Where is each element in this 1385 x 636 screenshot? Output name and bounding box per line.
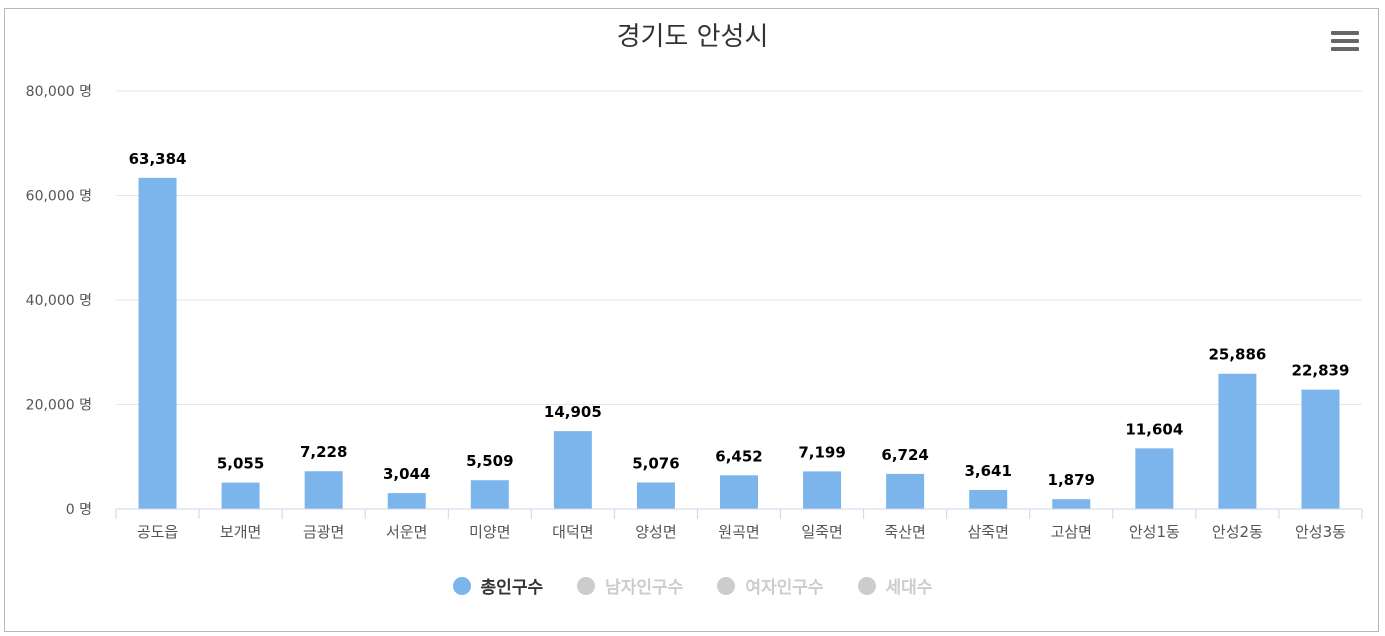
- y-tick-label: 60,000 명: [26, 189, 92, 205]
- bar: [1052, 499, 1091, 509]
- x-tick-label: 고삼면: [1051, 523, 1092, 541]
- bar: [221, 482, 260, 509]
- x-tick-label: 대덕면: [552, 523, 593, 541]
- x-tick-label: 서운면: [386, 523, 427, 541]
- x-tick-label: 미양면: [469, 523, 510, 541]
- data-label: 5,509: [466, 452, 513, 470]
- x-tick-label: 보개면: [220, 523, 261, 541]
- data-label: 63,384: [129, 150, 187, 168]
- legend-dot: [452, 576, 471, 595]
- bar: [636, 482, 675, 509]
- chart-container: [4, 8, 1379, 632]
- y-axis: 0 명 20,000 명 40,000 명 60,000 명 80,000 명: [26, 84, 92, 518]
- bar: [969, 489, 1008, 509]
- data-label: 6,452: [715, 447, 762, 465]
- legend-label: 남자인구수: [605, 578, 684, 598]
- x-tick-label: 안성1동: [1129, 523, 1180, 541]
- y-tick-label: 80,000 명: [26, 84, 92, 100]
- x-tick-label: 삼죽면: [967, 523, 1008, 541]
- legend-label: 여자인구수: [745, 578, 824, 598]
- data-labels: 63,384 5,055 7,228 3,044 5,509 14,905 5,076 6,4…: [129, 150, 1350, 489]
- bar: [304, 471, 343, 509]
- bar-chart: 0 명 20,000 명 40,000 명 60,000 명 80,000 명 63,3…: [26, 84, 1363, 541]
- data-label: 7,199: [798, 443, 845, 461]
- grid-lines: [116, 90, 1362, 405]
- data-label: 22,839: [1292, 362, 1350, 380]
- bar: [470, 480, 509, 509]
- bar: [803, 471, 842, 509]
- menu-bar: [1331, 31, 1359, 35]
- x-tick-label: 일죽면: [801, 523, 842, 541]
- legend-item-households[interactable]: 세대수: [857, 573, 933, 598]
- bar: [387, 493, 426, 509]
- x-tick-label: 안성2동: [1212, 523, 1263, 541]
- data-label: 7,228: [300, 443, 347, 461]
- x-tick-label: 안성3동: [1295, 523, 1346, 541]
- bar: [1301, 389, 1340, 509]
- data-label: 3,044: [383, 465, 430, 483]
- data-label: 14,905: [544, 403, 602, 421]
- menu-bar: [1331, 47, 1359, 51]
- y-tick-label: 20,000 명: [26, 398, 92, 414]
- legend-label: 세대수: [885, 578, 933, 598]
- legend-dot: [717, 576, 736, 595]
- data-label: 6,724: [881, 446, 928, 464]
- legend-dot: [577, 576, 596, 595]
- y-tick-label: 0 명: [66, 502, 92, 518]
- legend-item-female[interactable]: 여자인구수: [717, 573, 824, 598]
- menu-bar: [1331, 39, 1359, 43]
- data-label: 3,641: [964, 462, 1011, 480]
- y-tick-label: 40,000 명: [26, 293, 92, 309]
- chart-title: 경기도 안성시: [616, 22, 769, 52]
- x-tick-label: 금광면: [303, 523, 344, 541]
- bars: [138, 177, 1340, 509]
- bar: [138, 177, 177, 509]
- data-label: 5,055: [217, 455, 264, 473]
- bar: [720, 475, 758, 509]
- x-tick-label: 원곡면: [718, 523, 759, 541]
- legend-item-total[interactable]: 총인구수: [452, 573, 544, 598]
- legend-label: 총인구수: [480, 578, 544, 598]
- x-axis: 공도읍 보개면 금광면 서운면 미양면 대덕면 양성면 원곡면 일죽면 죽산면 삼죽면 고삼면 안성1동…: [115, 508, 1363, 541]
- legend: 총인구수 남자인구수 여자인구수 세대수: [0, 573, 1385, 598]
- bar: [886, 473, 925, 509]
- x-tick-label: 양성면: [635, 523, 676, 541]
- data-label: 25,886: [1208, 346, 1266, 364]
- legend-item-male[interactable]: 남자인구수: [577, 573, 683, 598]
- hamburger-menu-icon[interactable]: [1331, 31, 1359, 53]
- bar: [553, 431, 592, 509]
- data-label: 5,076: [632, 454, 679, 472]
- bar: [1218, 373, 1257, 509]
- x-tick-label: 죽산면: [884, 523, 925, 541]
- data-label: 11,604: [1125, 420, 1183, 438]
- data-label: 1,879: [1048, 471, 1095, 489]
- x-tick-label: 공도읍: [137, 523, 178, 541]
- bar: [1135, 448, 1174, 509]
- legend-dot: [857, 576, 876, 595]
